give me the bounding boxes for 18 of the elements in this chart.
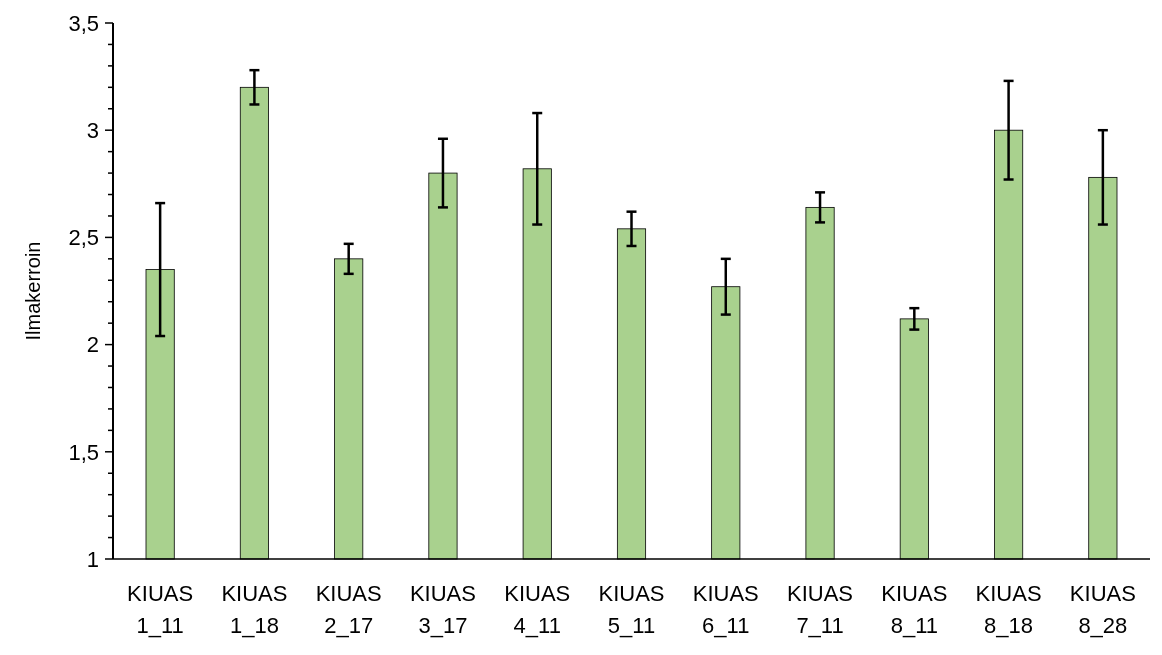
- x-tick-label: KIUAS 4_11: [504, 581, 571, 638]
- y-tick-label: 3,5: [68, 10, 99, 36]
- x-tick-label: KIUAS 1_11: [127, 581, 194, 638]
- x-tick-label: KIUAS 1_18: [221, 581, 288, 638]
- x-tick-label: KIUAS 7_11: [787, 581, 854, 638]
- y-tick-label: 3: [86, 117, 99, 143]
- x-tick-label: KIUAS 2_17: [315, 581, 382, 638]
- x-tick-label: KIUAS 6_11: [692, 581, 759, 638]
- y-tick-label: 1,5: [68, 439, 99, 465]
- x-tick-label: KIUAS 8_11: [881, 581, 948, 638]
- x-tick-label: KIUAS 3_17: [409, 581, 476, 638]
- y-tick-label: 1: [86, 546, 99, 572]
- x-tick-label: KIUAS 8_28: [1069, 581, 1136, 638]
- y-axis-title: Ilmakerroin: [22, 241, 44, 341]
- y-tick-label: 2,5: [68, 225, 99, 251]
- y-tick-label: 2: [86, 332, 99, 358]
- x-tick-label: KIUAS 5_11: [598, 581, 665, 638]
- x-tick-label: KIUAS 8_18: [975, 581, 1042, 638]
